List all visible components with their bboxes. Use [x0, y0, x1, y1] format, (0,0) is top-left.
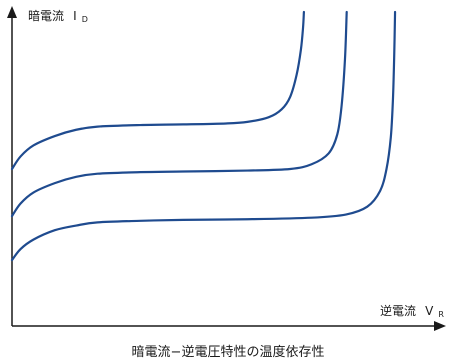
- x-axis-label: 逆電流 V R: [380, 300, 444, 319]
- y-axis-label: 暗電流 I D: [28, 5, 88, 24]
- y-axis-arrowhead: [7, 6, 17, 18]
- series-line-1: [10, 10, 305, 171]
- y-axis-label-main: 暗電流: [28, 8, 64, 23]
- x-axis-arrowhead: [434, 321, 446, 331]
- x-axis-label-symbol: V: [425, 304, 434, 318]
- series-group: [10, 10, 397, 262]
- series-line-3: [10, 10, 397, 262]
- chart-title: 暗電流−逆電圧特性の温度依存性: [132, 344, 325, 360]
- x-axis-label-main: 逆電流: [380, 303, 416, 318]
- x-axis-label-subscript: R: [438, 310, 444, 319]
- y-axis-label-symbol: I: [73, 9, 77, 23]
- y-axis-label-subscript: D: [82, 15, 88, 24]
- series-line-2: [10, 10, 348, 218]
